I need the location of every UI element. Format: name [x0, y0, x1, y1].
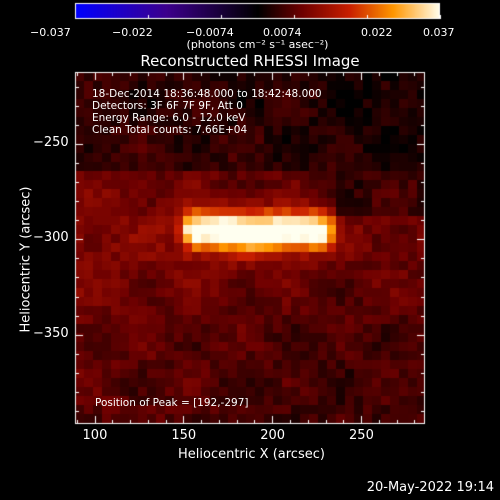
chart-title: Reconstructed RHESSI Image	[140, 52, 360, 70]
info-detectors: Detectors: 3F 6F 7F 9F, Att 0	[92, 100, 243, 112]
x-tick-label: 250	[349, 428, 374, 443]
y-axis-label: Heliocentric Y (arcsec)	[18, 186, 34, 333]
colorbar-tick-label: 0.0074	[263, 26, 302, 39]
x-tick-label: 150	[171, 428, 197, 443]
peak-position: Position of Peak = [192,-297]	[95, 397, 249, 409]
x-tick-label: 100	[82, 428, 108, 443]
info-time-range: 18-Dec-2014 18:36:48.000 to 18:42:48.000	[92, 88, 322, 100]
y-tick-label: −350	[33, 325, 69, 341]
x-tick-label: 200	[260, 428, 286, 443]
info-counts: Clean Total counts: 7.66E+04	[92, 124, 248, 136]
colorbar-tick-label: −0.037	[30, 26, 71, 39]
colorbar-tick-label: 0.022	[361, 26, 393, 39]
colorbar-tick-label: −0.022	[112, 26, 153, 39]
y-tick-label: −300	[33, 230, 69, 246]
x-axis-label: Heliocentric X (arcsec)	[178, 447, 325, 462]
timestamp: 20-May-2022 19:14	[366, 480, 494, 495]
colorbar-tick-label: 0.037	[423, 26, 455, 39]
colorbar-tick-label: −0.0074	[186, 26, 234, 39]
colorbar-units: (photons cm⁻² s⁻¹ asec⁻²)	[186, 38, 329, 51]
y-tick-label: −250	[33, 135, 69, 151]
info-energy-range: Energy Range: 6.0 - 12.0 keV	[92, 112, 246, 124]
